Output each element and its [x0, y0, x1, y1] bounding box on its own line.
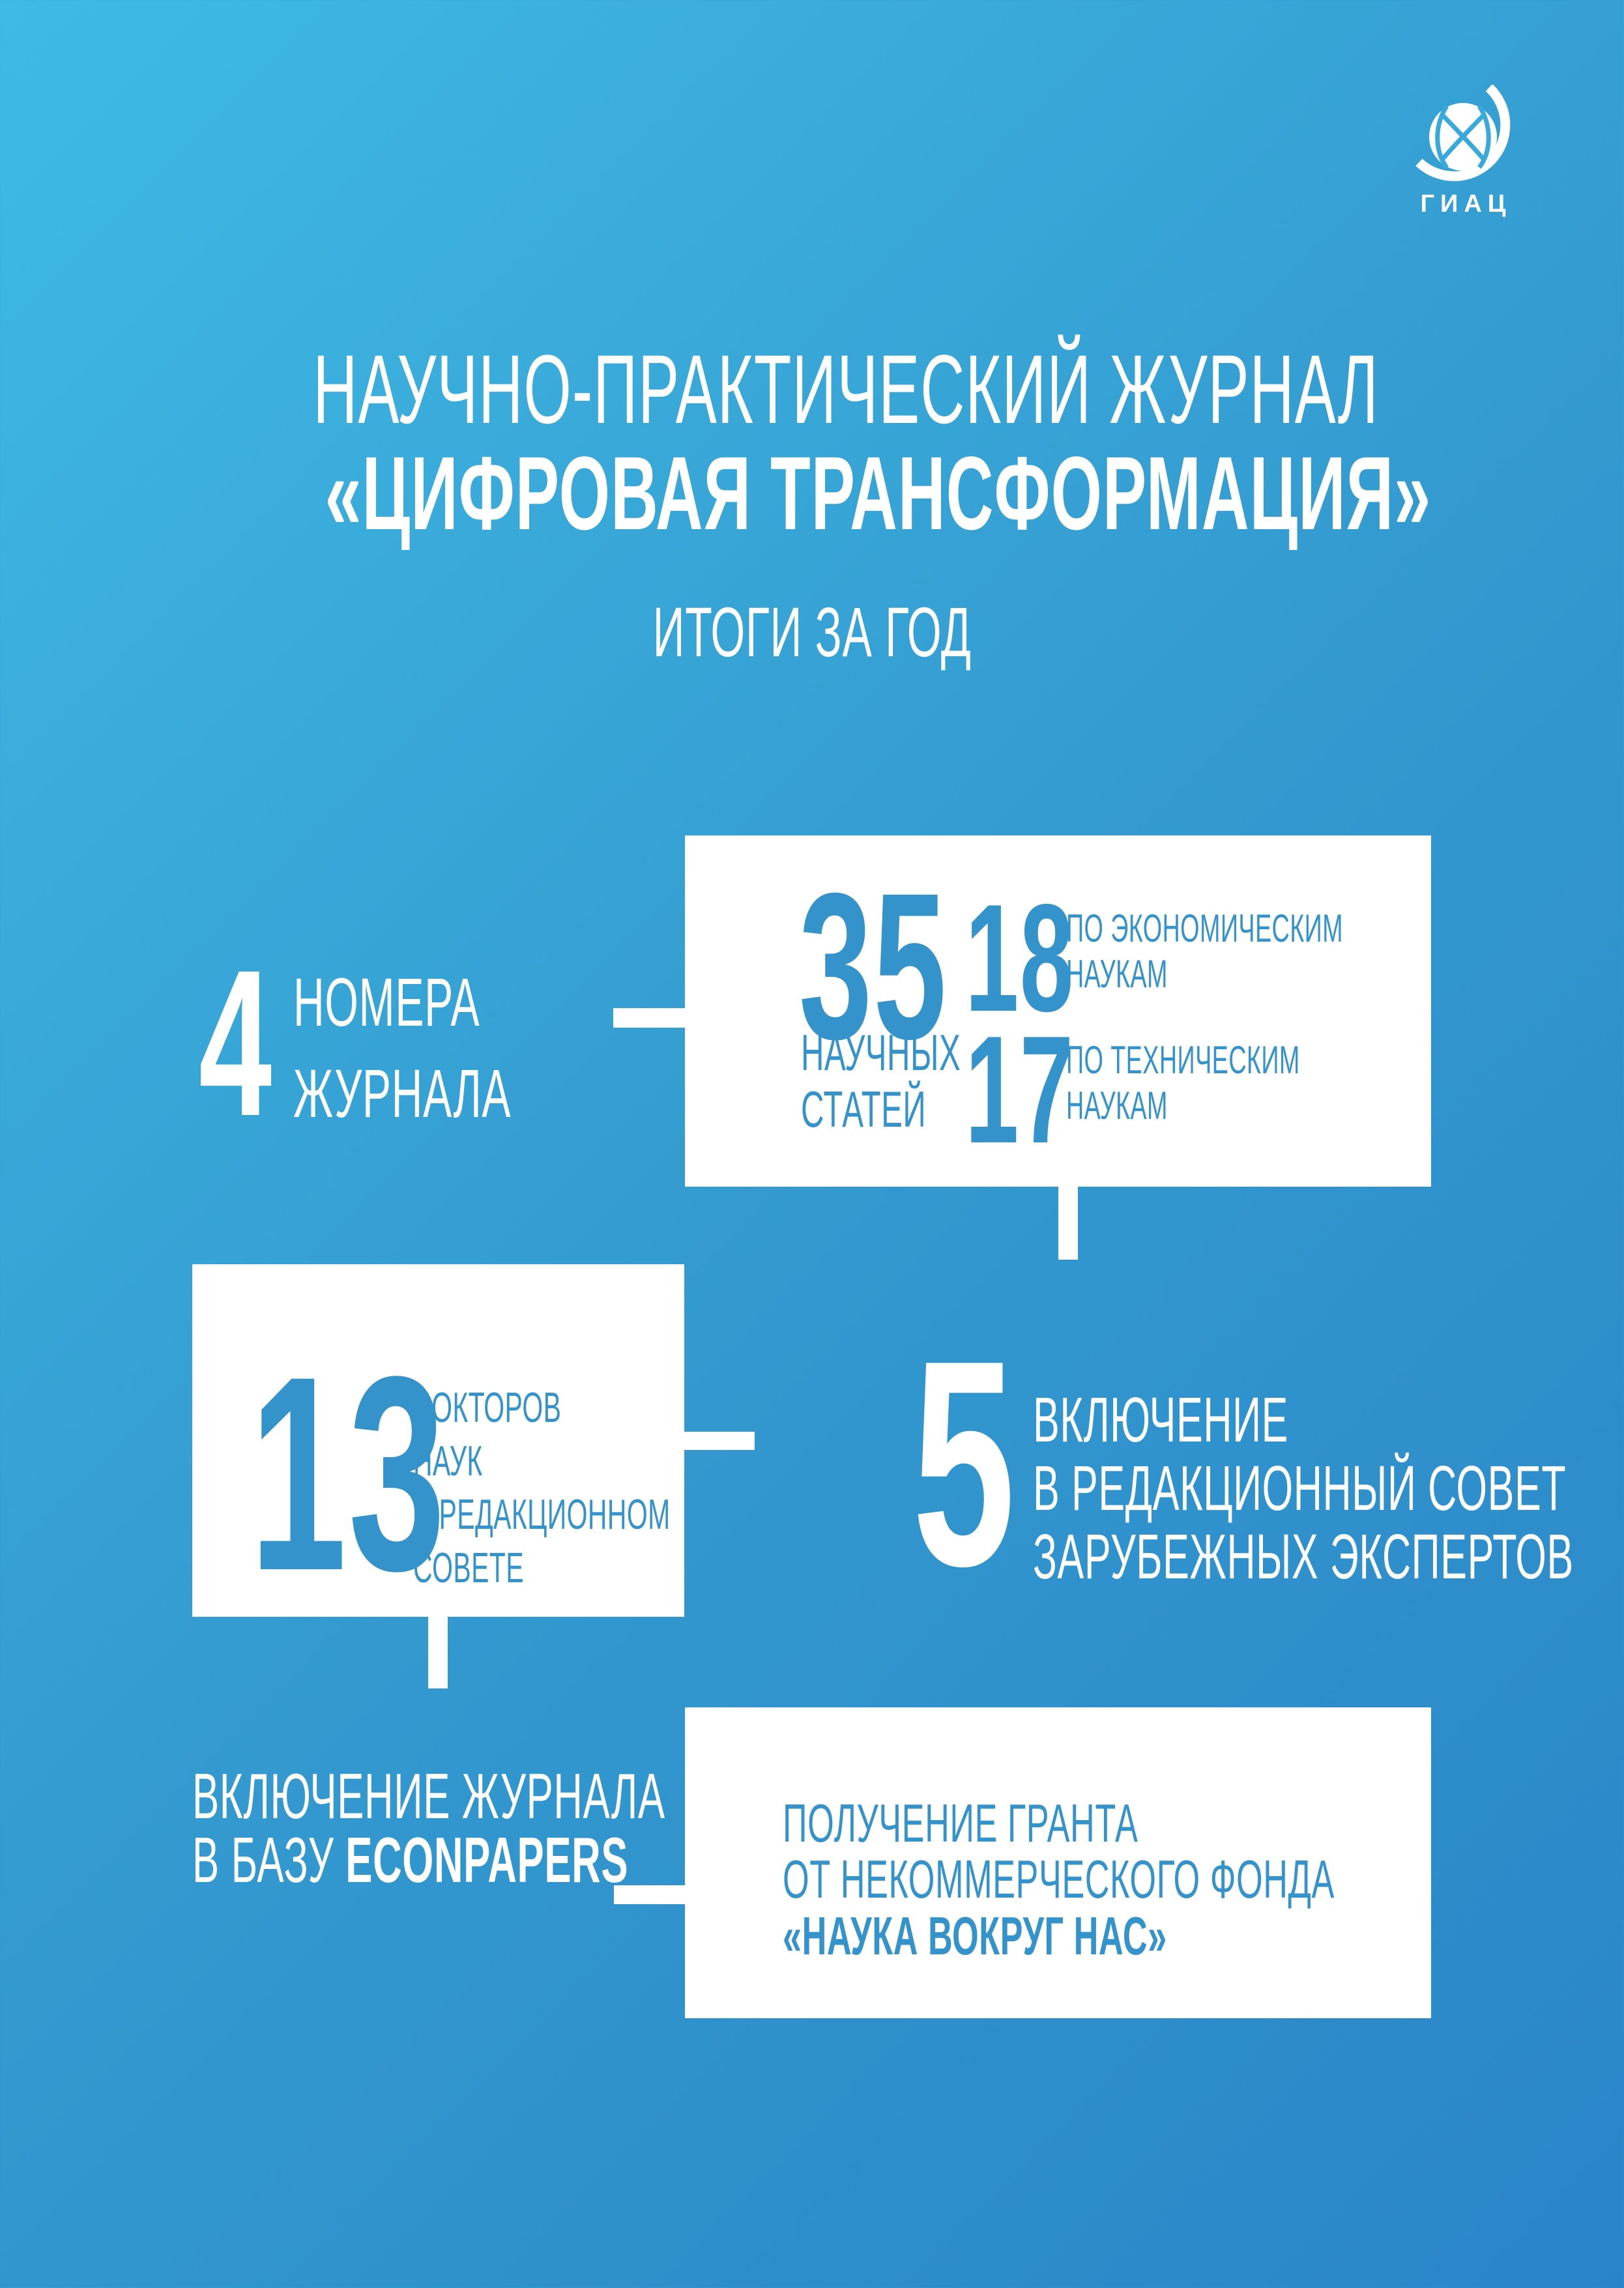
- econpapers-line-2: В БАЗУ ECONPAPERS: [192, 1828, 628, 1892]
- technical-line-1: ПО ТЕХНИЧЕСКИМ: [1066, 1038, 1300, 1082]
- technical-label: ПО ТЕХНИЧЕСКИМ НАУКАМ: [1066, 1037, 1437, 1129]
- articles-label: НАУЧНЫХ СТАТЕЙ: [801, 1024, 1054, 1138]
- connector-econpapers-to-grant: [614, 1885, 686, 1904]
- economics-label: ПО ЭКОНОМИЧЕСКИМ НАУКАМ: [1066, 906, 1506, 997]
- grant-label: ПОЛУЧЕНИЕ ГРАНТА ОТ НЕКОММЕРЧЕСКОГО ФОНД…: [783, 1795, 1624, 1964]
- doctors-number: 13: [250, 1319, 448, 1629]
- experts-line-2: В РЕДАКЦИОННЫЙ СОВЕТ: [1033, 1452, 1567, 1524]
- doctors-line-3: В РЕДАКЦИОННОМ: [413, 1490, 671, 1538]
- grant-line-3: «НАУКА ВОКРУГ НАС»: [783, 1905, 1167, 1966]
- grant-line-2: ОТ НЕКОММЕРЧЕСКОГО ФОНДА: [783, 1849, 1335, 1910]
- doctors-label: ДОКТОРОВ НАУК В РЕДАКЦИОННОМ СОВЕТЕ: [413, 1381, 821, 1595]
- experts-line-3: ЗАРУБЕЖНЫХ ЭКСПЕРТОВ: [1033, 1520, 1574, 1592]
- connector-issues-to-articles: [613, 1008, 685, 1028]
- stat-issues-line-1: НОМЕРА: [293, 964, 480, 1041]
- economics-line-1: ПО ЭКОНОМИЧЕСКИМ: [1066, 906, 1344, 950]
- title-line-2: «ЦИФРОВАЯ ТРАНСФОРМАЦИЯ»: [325, 435, 1432, 551]
- doctors-box: 13 ДОКТОРОВ НАУК В РЕДАКЦИОННОМ СОВЕТЕ: [192, 1264, 684, 1617]
- grant-box: ПОЛУЧЕНИЕ ГРАНТА ОТ НЕКОММЕРЧЕСКОГО ФОНД…: [685, 1707, 1431, 2018]
- connector-doctors-to-econpapers: [428, 1617, 448, 1688]
- doctors-line-4: СОВЕТЕ: [413, 1543, 524, 1591]
- econpapers-line-2-bold: ECONPAPERS: [345, 1824, 629, 1896]
- title-line-1: НАУЧНО-ПРАКТИЧЕСКИЙ ЖУРНАЛ: [313, 334, 1379, 444]
- experts-number: 5: [912, 1300, 1017, 1627]
- doctors-line-1: ДОКТОРОВ: [413, 1383, 562, 1431]
- experts-line-1: ВКЛЮЧЕНИЕ: [1033, 1384, 1288, 1455]
- connector-doctors-to-experts: [684, 1432, 755, 1450]
- technical-line-2: НАУКАМ: [1066, 1084, 1168, 1128]
- articles-box: 35 НАУЧНЫХ СТАТЕЙ 18 ПО ЭКОНОМИЧЕСКИМ НА…: [685, 835, 1431, 1187]
- econpapers-line-1: ВКЛЮЧЕНИЕ ЖУРНАЛА: [192, 1760, 665, 1832]
- connector-articles-to-experts: [1058, 1187, 1078, 1260]
- econpapers-line-2-normal: В БАЗУ: [192, 1824, 346, 1896]
- stat-experts: 5: [912, 1317, 1079, 1610]
- stat-experts-label: ВКЛЮЧЕНИЕ В РЕДАКЦИОННЫЙ СОВЕТ ЗАРУБЕЖНЫ…: [1033, 1384, 1624, 1592]
- articles-number: 35: [799, 849, 948, 1082]
- economics-line-2: НАУКАМ: [1066, 952, 1168, 996]
- globe-swoosh-icon: [1382, 85, 1544, 190]
- title-line-3: ИТОГИ ЗА ГОД: [652, 592, 972, 671]
- stat-issues-line-2: ЖУРНАЛА: [293, 1055, 512, 1132]
- giac-logo: ГИАЦ: [1382, 85, 1544, 216]
- grant-line-1: ПОЛУЧЕНИЕ ГРАНТА: [783, 1793, 1138, 1853]
- articles-line-1: НАУЧНЫХ: [801, 1024, 961, 1081]
- page-title: НАУЧНО-ПРАКТИЧЕСКИЙ ЖУРНАЛ: [0, 340, 1624, 438]
- stat-issues: 4: [199, 938, 317, 1147]
- stat-issues-number: 4: [199, 926, 274, 1159]
- articles-line-2: СТАТЕЙ: [801, 1080, 927, 1138]
- technical-number: 17: [965, 1004, 1075, 1175]
- economics-number: 18: [965, 872, 1075, 1043]
- stat-issues-label: НОМЕРА ЖУРНАЛА: [293, 957, 639, 1139]
- doctors-line-2: НАУК: [413, 1436, 483, 1484]
- stat-econpapers: ВКЛЮЧЕНИЕ ЖУРНАЛА В БАЗУ ECONPAPERS: [192, 1764, 943, 1892]
- logo-org-name: ГИАЦ: [1420, 190, 1512, 218]
